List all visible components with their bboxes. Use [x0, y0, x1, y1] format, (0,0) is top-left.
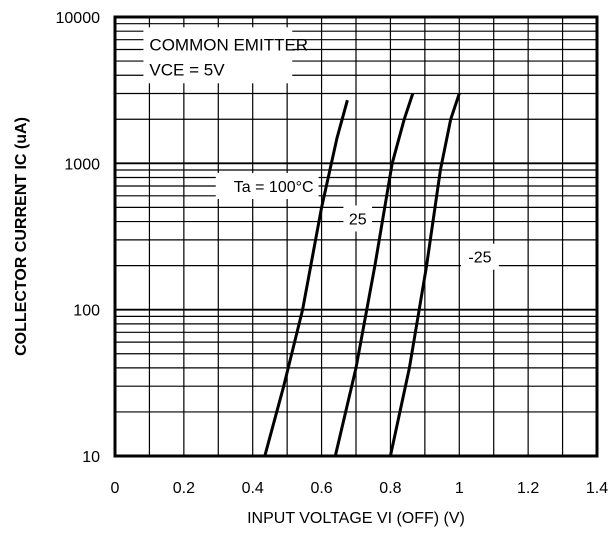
series-curve [263, 99, 349, 457]
series-curve [388, 93, 461, 457]
condition-box [143, 27, 293, 84]
chart-ticks: 0 0.2 0.4 0.6 0.8 1 1.2 1.4 10 100 1000 10000 [56, 10, 609, 497]
y-tick-label: 1000 [64, 156, 100, 173]
plot-frame [113, 15, 599, 458]
y-axis-label: COLLECTOR CURRENT IC (uA) [13, 117, 30, 356]
chart-labels: Ta = 100°C 25 -25 COMMON EMITTER VCE = 5V [143, 27, 499, 270]
y-tick-label: 10 [82, 449, 100, 466]
series-label-bg [215, 173, 319, 200]
x-tick-label: 1.4 [586, 480, 608, 497]
series-label: -25 [468, 250, 491, 267]
series-label-bg [461, 243, 499, 270]
y-tick-label: 10000 [56, 10, 101, 27]
x-axis-label: INPUT VOLTAGE VI (OFF) (V) [247, 510, 465, 527]
x-tick-label: 0.8 [379, 480, 401, 497]
x-tick-label: 0 [111, 480, 120, 497]
chart-curves [263, 93, 461, 457]
x-tick-label: 0.6 [310, 480, 332, 497]
x-tick-label: 1.2 [517, 480, 539, 497]
condition-line1: COMMON EMITTER [149, 35, 308, 54]
series-label-bg [343, 205, 373, 232]
x-tick-label: 1 [455, 480, 464, 497]
x-tick-label: 0.4 [242, 480, 264, 497]
series-label: Ta = 100°C [234, 179, 314, 196]
x-tick-label: 0.2 [173, 480, 195, 497]
condition-line2: VCE = 5V [149, 60, 225, 79]
series-label: 25 [349, 211, 367, 228]
y-tick-label: 100 [73, 303, 100, 320]
series-curve [333, 93, 415, 457]
